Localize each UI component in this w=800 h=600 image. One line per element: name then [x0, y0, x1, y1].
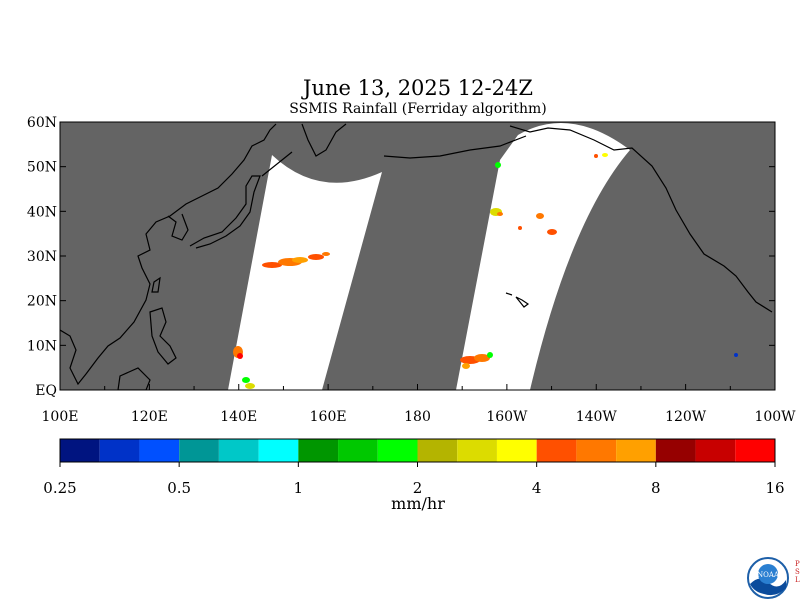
rain-cell-group [233, 153, 738, 389]
colorbar-tick-label: 16 [765, 479, 784, 497]
map-panel: 60N 50N 40N 30N 20N 10N EQ 100E 120E 140E 160E 180… [27, 115, 796, 425]
colorbar-units: mm/hr [391, 494, 445, 513]
rain-cell [474, 354, 490, 362]
taiwan-coastline [151, 276, 161, 293]
lat-tick-label: 30N [27, 249, 57, 265]
noaa-logo-text: NOAA [757, 571, 780, 579]
rain-cell [292, 257, 308, 263]
rain-cell [547, 229, 557, 235]
colorbar-swatch [616, 439, 656, 462]
lat-tick-label: 20N [27, 294, 57, 310]
lon-tick-label: 160W [486, 409, 528, 425]
rain-cell [262, 262, 282, 268]
philippines-coastline [149, 307, 177, 365]
colorbar-swatch [139, 439, 180, 462]
borneo-coastline [117, 367, 151, 390]
kuril-islands [261, 151, 293, 177]
latitude-axis: 60N 50N 40N 30N 20N 10N EQ [27, 115, 775, 399]
lat-tick-label: 40N [27, 204, 57, 220]
colorbar-swatch [60, 439, 100, 462]
lon-tick-label: 120W [665, 409, 707, 425]
no-data-background [60, 122, 775, 390]
colorbar-tick-label: 0.25 [43, 479, 76, 497]
colorbar-tick-label: 1 [294, 479, 304, 497]
lon-tick-label: 160E [310, 409, 347, 425]
rain-cell [308, 254, 324, 260]
colorbar-swatch [536, 439, 577, 462]
kamchatka-coastline [301, 123, 347, 157]
colorbar-swatch [655, 439, 696, 462]
noaa-logo-wave [750, 578, 786, 596]
rain-cell [237, 353, 243, 359]
longitude-axis: 100E 120E 140E 160E 180 160W 140W 120W 100W [42, 384, 796, 425]
lon-tick-label: 180 [404, 409, 431, 425]
rain-cell [462, 363, 470, 369]
colorbar: 0.25 0.5 1 2 4 8 16 [43, 438, 785, 497]
colorbar-swatch [695, 439, 736, 462]
lat-tick-label: 50N [27, 160, 57, 176]
asia-coastline [60, 123, 277, 386]
japan-coastline [189, 175, 261, 249]
colorbar-swatch [576, 439, 617, 462]
rain-cell [602, 153, 608, 157]
colorbar-tick-label: 2 [413, 479, 423, 497]
swath-east [456, 123, 630, 390]
colorbar-swatch [298, 439, 339, 462]
colorbar-tick-label: 4 [532, 479, 542, 497]
noaa-logo-sky [758, 564, 778, 584]
lon-tick-label: 100W [754, 409, 796, 425]
colorbar-swatch [457, 439, 497, 462]
map-subtitle: SSMIS Rainfall (Ferriday algorithm) [289, 101, 546, 117]
rain-cell [322, 252, 330, 256]
map-title: June 13, 2025 12-24Z [301, 76, 533, 100]
swath-west [228, 155, 382, 390]
lon-tick-label: 140E [220, 409, 257, 425]
lon-tick-label: 140W [576, 409, 618, 425]
hawaii-islands [505, 292, 530, 308]
colorbar-swatch [99, 439, 140, 462]
colorbar-swatch [496, 439, 537, 462]
colorbar-swatch [377, 439, 418, 462]
lat-tick-label: EQ [35, 383, 57, 399]
alaska-coastline [509, 125, 773, 313]
rain-cell [495, 162, 501, 168]
aleutian-islands [383, 135, 527, 159]
lat-tick-label: 60N [27, 115, 57, 131]
colorbar-swatch [258, 439, 299, 462]
rain-cell [245, 383, 255, 389]
rain-cell [734, 353, 738, 357]
lon-tick-label: 120E [131, 409, 168, 425]
colorbar-swatch [417, 439, 458, 462]
lon-tick-label: 100E [42, 409, 79, 425]
colorbar-swatch [218, 439, 259, 462]
rain-cell [487, 352, 493, 358]
lat-tick-label: 10N [27, 338, 57, 354]
rain-cell [497, 212, 503, 216]
coastlines [60, 123, 773, 390]
korea-coastline [167, 213, 189, 241]
rain-cell [242, 377, 250, 383]
rain-cell [594, 154, 598, 158]
colorbar-swatch [179, 439, 219, 462]
colorbar-swatch [338, 439, 378, 462]
colorbar-tick-label: 8 [651, 479, 661, 497]
rain-cell [518, 226, 522, 230]
rain-cell [536, 213, 544, 219]
colorbar-tick-label: 0.5 [167, 479, 191, 497]
colorbar-swatch [735, 439, 775, 462]
